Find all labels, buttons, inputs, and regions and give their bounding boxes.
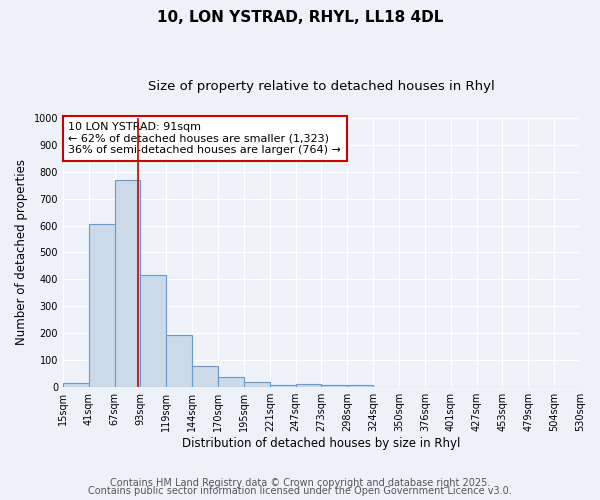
Bar <box>296 384 322 387</box>
Bar <box>166 336 192 387</box>
Bar <box>115 180 140 387</box>
Bar <box>347 385 373 387</box>
Bar <box>63 383 89 387</box>
Bar <box>140 276 166 387</box>
X-axis label: Distribution of detached houses by size in Rhyl: Distribution of detached houses by size … <box>182 437 461 450</box>
Text: Contains HM Land Registry data © Crown copyright and database right 2025.: Contains HM Land Registry data © Crown c… <box>110 478 490 488</box>
Text: 10 LON YSTRAD: 91sqm
← 62% of detached houses are smaller (1,323)
36% of semi-de: 10 LON YSTRAD: 91sqm ← 62% of detached h… <box>68 122 341 155</box>
Bar <box>244 382 270 387</box>
Title: Size of property relative to detached houses in Rhyl: Size of property relative to detached ho… <box>148 80 495 93</box>
Bar <box>192 366 218 387</box>
Bar <box>322 384 347 387</box>
Bar <box>270 384 296 387</box>
Bar <box>89 224 115 387</box>
Y-axis label: Number of detached properties: Number of detached properties <box>15 160 28 346</box>
Bar <box>218 377 244 387</box>
Text: 10, LON YSTRAD, RHYL, LL18 4DL: 10, LON YSTRAD, RHYL, LL18 4DL <box>157 10 443 25</box>
Text: Contains public sector information licensed under the Open Government Licence v3: Contains public sector information licen… <box>88 486 512 496</box>
